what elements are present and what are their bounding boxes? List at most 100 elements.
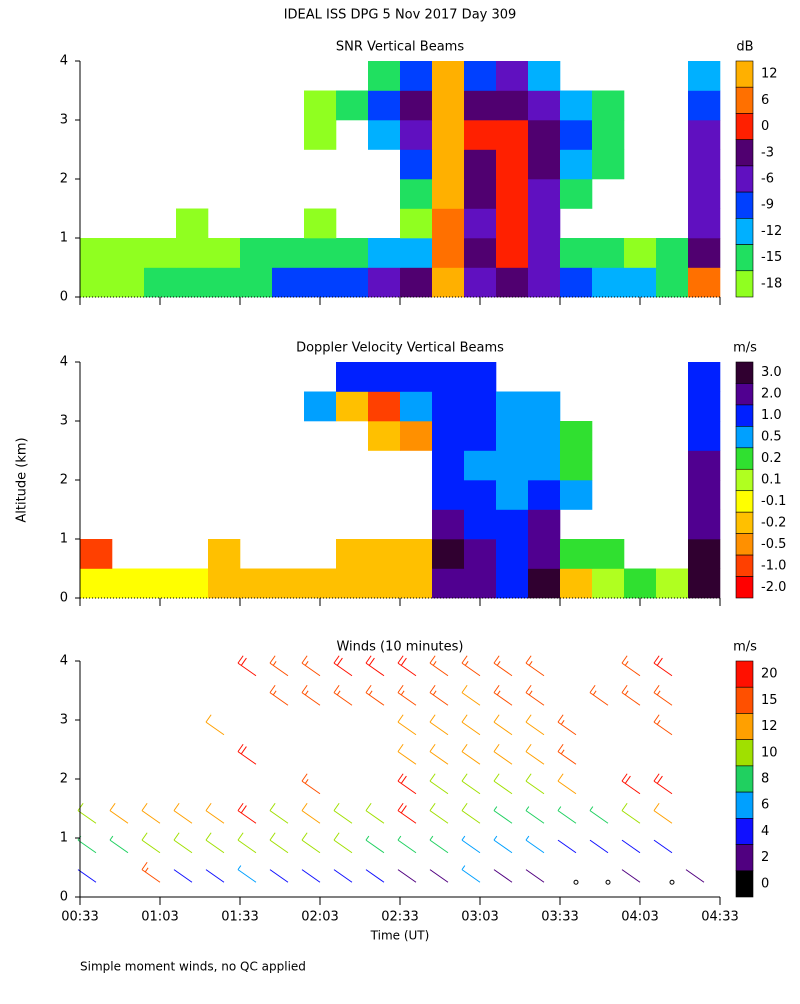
wind-barb: [397, 684, 417, 706]
wind-barb: [493, 655, 513, 677]
footnote: Simple moment winds, no QC applied: [80, 960, 306, 974]
wind-barb: [301, 684, 321, 706]
heatmap-cell: [304, 568, 337, 599]
heatmap-cell: [592, 120, 625, 150]
heatmap-cell: [368, 391, 401, 422]
wind-barb: [621, 802, 641, 824]
heatmap-cell: [336, 238, 369, 268]
wind-barb: [621, 773, 641, 795]
colorbar-swatch: [735, 86, 754, 114]
heatmap-cell: [560, 149, 593, 180]
wind-barb: [621, 869, 641, 883]
heatmap-cell: [560, 480, 593, 510]
heatmap-cell: [400, 267, 433, 298]
heatmap-cell: [400, 391, 433, 422]
colorbar-swatch: [735, 468, 754, 492]
wind-barb: [525, 835, 545, 854]
heatmap-cell: [368, 90, 401, 121]
colorbar-swatch: [735, 218, 754, 245]
heatmap-cell: [304, 391, 337, 422]
wind-barb: [525, 684, 545, 706]
heatmap-cell: [496, 450, 529, 481]
x-tick-label: 01:33: [221, 910, 258, 925]
colorbar-tick-label: 8: [761, 772, 769, 787]
colorbar-swatch: [735, 739, 754, 767]
heatmap-cell: [496, 267, 529, 298]
chart-title: Doppler Velocity Vertical Beams: [296, 341, 504, 356]
wind-barb: [621, 655, 641, 677]
heatmap-cell: [240, 267, 273, 298]
wind-barb: [205, 714, 225, 736]
colorbar-swatch: [735, 244, 754, 272]
heatmap-cell: [208, 568, 241, 599]
wind-barb: [429, 835, 449, 854]
y-tick-label: 3: [60, 113, 68, 128]
y-tick-label: 2: [60, 172, 68, 187]
wind-barb: [77, 869, 97, 883]
colorbar-tick-label: 6: [761, 798, 769, 813]
wind-barb: [301, 832, 321, 854]
heatmap-cell: [496, 208, 529, 239]
wind-barb: [525, 743, 545, 765]
wind-barb: [205, 802, 225, 824]
colorbar-tick-label: -1.0: [761, 558, 786, 573]
heatmap-cell: [528, 120, 561, 150]
heatmap-cell: [496, 568, 529, 599]
wind-barb: [141, 802, 161, 824]
heatmap-cell: [592, 149, 625, 180]
wind-barb: [493, 714, 513, 736]
colorbar-swatch: [735, 383, 754, 406]
heatmap-cell: [464, 480, 497, 510]
wind-barb: [333, 655, 353, 677]
heatmap-cell: [400, 179, 433, 209]
wind-barb: [461, 835, 481, 854]
heatmap-cell: [368, 61, 401, 91]
heatmap-cell: [560, 450, 593, 481]
heatmap-cell: [400, 149, 433, 180]
wind-barb: [685, 869, 705, 883]
heatmap-cell: [496, 179, 529, 209]
wind-barb: [333, 802, 353, 824]
colorbar-tick-label: 20: [761, 667, 778, 682]
heatmap-cell: [432, 450, 465, 481]
colorbar-label: m/s: [733, 640, 757, 655]
heatmap-cell: [688, 120, 721, 150]
heatmap-cell: [688, 149, 721, 180]
colorbar-tick-label: 3.0: [761, 365, 782, 380]
y-tick-label: 1: [60, 831, 68, 846]
heatmap-cell: [496, 120, 529, 150]
heatmap-cell: [176, 208, 209, 239]
colorbar-swatch: [735, 533, 754, 556]
wind-barb: [493, 684, 513, 706]
x-axis-label: Time (UT): [370, 929, 430, 943]
x-tick-label: 02:03: [301, 910, 338, 925]
heatmap-cell: [432, 362, 465, 392]
colorbar-tick-label: 0.5: [761, 430, 782, 445]
heatmap-cell: [688, 179, 721, 209]
colorbar-swatch: [735, 447, 754, 470]
wind-barb: [653, 839, 673, 854]
wind-barb: [301, 655, 321, 677]
colorbar-swatch: [735, 554, 754, 577]
colorbar-swatch: [735, 765, 754, 793]
heatmap-cell: [528, 90, 561, 121]
heatmap-cell: [464, 509, 497, 540]
heatmap-cell: [464, 90, 497, 121]
wind-barb: [461, 655, 481, 677]
y-tick-label: 3: [60, 713, 68, 728]
wind-barb: [301, 802, 321, 824]
colorbar-swatch: [735, 490, 754, 513]
wind-barb: [557, 773, 577, 795]
wind-barb: [269, 684, 289, 706]
y-tick-label: 1: [60, 231, 68, 246]
heatmap-cell: [688, 539, 721, 569]
heatmap-cell: [688, 208, 721, 239]
heatmap-cell: [464, 208, 497, 239]
heatmap-cell: [432, 90, 465, 121]
colorbar-swatch: [735, 191, 754, 219]
colorbar-tick-label: 12: [761, 719, 778, 734]
colorbar-swatch: [735, 60, 754, 88]
heatmap-cell: [496, 421, 529, 451]
wind-barb: [653, 773, 673, 795]
wind-barb: [397, 714, 417, 736]
